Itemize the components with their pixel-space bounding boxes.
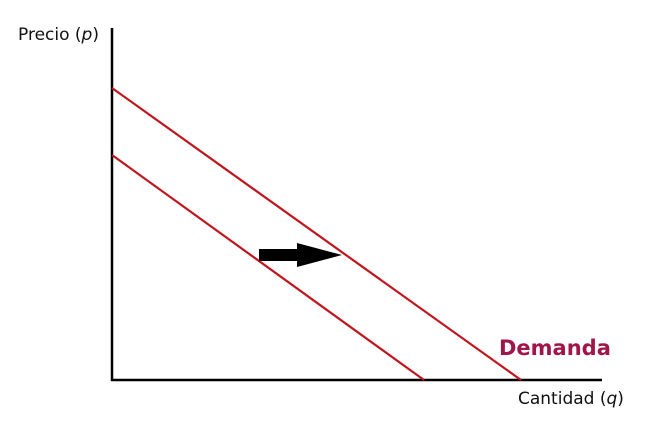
right-arrow-icon [259,243,342,267]
x-axis-title: Cantidad (q) [518,389,624,409]
demand-curve-label: Demanda [499,336,611,360]
y-axis-title: Precio (p) [18,25,99,45]
original-demand-curve [111,154,425,381]
shifted-demand-curve [111,87,522,381]
